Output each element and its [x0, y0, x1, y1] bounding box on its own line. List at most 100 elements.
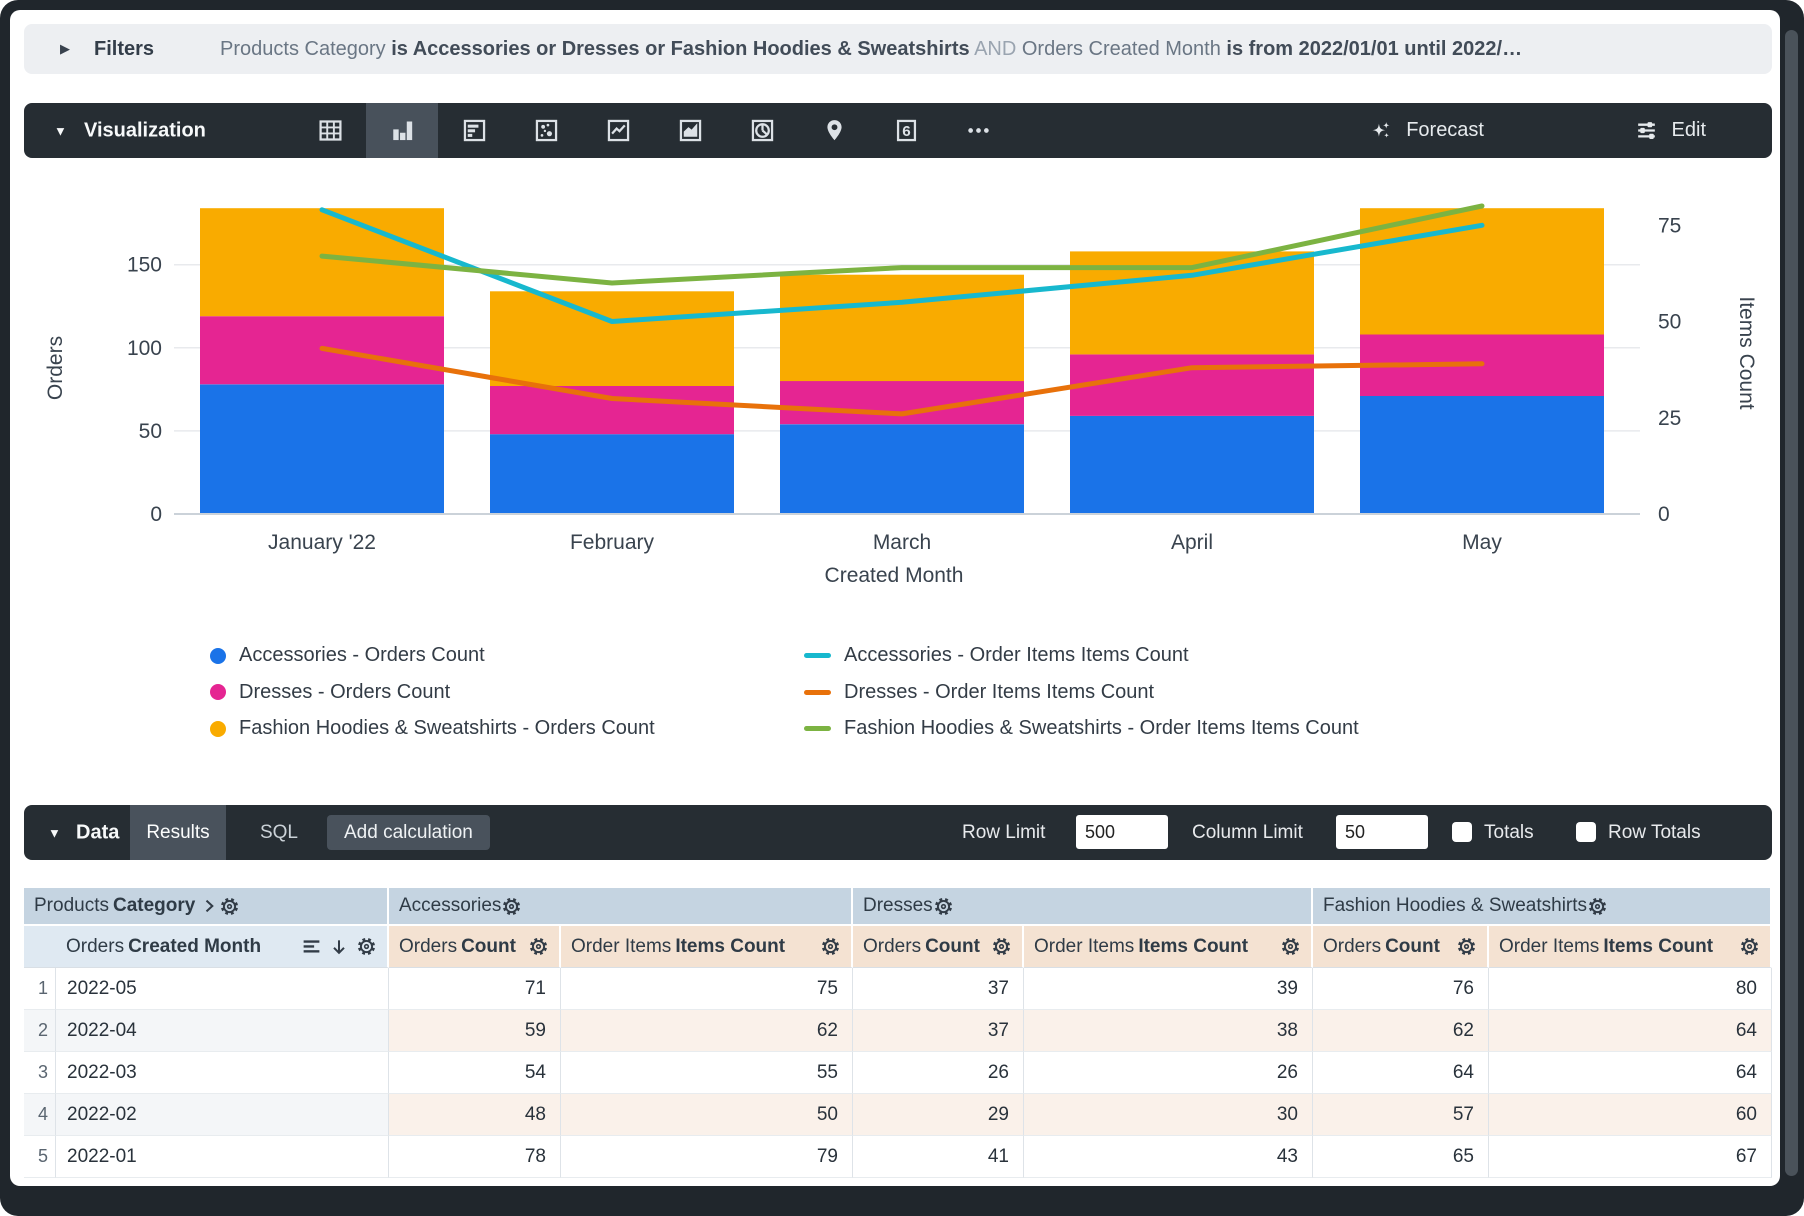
cell-month[interactable]: 2022-01: [56, 1136, 389, 1178]
cell-value[interactable]: 64: [1489, 1010, 1772, 1052]
column-header-label: Orders Count: [399, 935, 516, 957]
column-header-measure[interactable]: Order Items Items Count: [1024, 926, 1313, 968]
column-header-label: Order Items Items Count: [571, 935, 786, 957]
scrollbar-thumb[interactable]: [1785, 30, 1798, 1176]
group-header-label: Dresses: [863, 895, 933, 916]
cell-value[interactable]: 59: [389, 1010, 561, 1052]
combo-chart[interactable]: 0 50 100 150 0 25 50 75 Orders Items Count January…: [24, 168, 1772, 628]
column-header-measure[interactable]: Orders Count: [853, 926, 1024, 968]
viz-type-table-icon[interactable]: [294, 103, 366, 158]
viz-type-single-value-icon[interactable]: 6: [870, 103, 942, 158]
legend-item[interactable]: Dresses - Order Items Items Count: [804, 681, 1154, 704]
cell-month[interactable]: 2022-04: [56, 1010, 389, 1052]
cell-month[interactable]: 2022-02: [56, 1094, 389, 1136]
svg-text:May: May: [1462, 531, 1502, 554]
viz-type-bar-chart-icon[interactable]: [438, 103, 510, 158]
cell-value[interactable]: 37: [853, 1010, 1024, 1052]
tab-sql[interactable]: SQL: [259, 821, 299, 843]
svg-text:January '22: January '22: [268, 531, 376, 554]
cell-value[interactable]: 29: [853, 1094, 1024, 1136]
legend-item[interactable]: Dresses - Orders Count: [210, 681, 450, 704]
cell-value[interactable]: 79: [561, 1136, 853, 1178]
column-header-measure[interactable]: Order Items Items Count: [561, 926, 853, 968]
visualization-collapse-icon[interactable]: ▼: [54, 123, 67, 138]
legend-item[interactable]: Accessories - Order Items Items Count: [804, 644, 1189, 667]
edit-button[interactable]: Edit: [1634, 103, 1706, 158]
cell-value[interactable]: 41: [853, 1136, 1024, 1178]
data-collapse-icon[interactable]: ▼: [48, 825, 61, 840]
cell-value[interactable]: 71: [389, 968, 561, 1010]
legend-item[interactable]: Accessories - Orders Count: [210, 644, 485, 667]
cell-value[interactable]: 80: [1489, 968, 1772, 1010]
cell-value[interactable]: 57: [1313, 1094, 1489, 1136]
group-header[interactable]: Dresses: [853, 888, 1313, 926]
add-calculation-button[interactable]: Add calculation: [327, 815, 490, 850]
gear-icon[interactable]: [528, 936, 549, 957]
group-header[interactable]: Accessories: [389, 888, 853, 926]
gear-icon[interactable]: [1280, 936, 1301, 957]
cell-value[interactable]: 39: [1024, 968, 1313, 1010]
filter-segment: Orders Created Month: [1021, 37, 1227, 60]
gear-icon[interactable]: [991, 936, 1012, 957]
cell-value[interactable]: 65: [1313, 1136, 1489, 1178]
row-totals-checkbox[interactable]: [1576, 822, 1596, 842]
group-header[interactable]: Fashion Hoodies & Sweatshirts: [1313, 888, 1772, 926]
cell-value[interactable]: 62: [561, 1010, 853, 1052]
svg-text:6: 6: [902, 123, 910, 140]
gear-icon[interactable]: [356, 936, 377, 957]
cell-value[interactable]: 43: [1024, 1136, 1313, 1178]
forecast-button[interactable]: Forecast: [1368, 103, 1484, 158]
gear-icon[interactable]: [1456, 936, 1477, 957]
viz-type-scatter-plot-icon[interactable]: [510, 103, 582, 158]
cell-value[interactable]: 48: [389, 1094, 561, 1136]
legend-label: Fashion Hoodies & Sweatshirts - Order It…: [844, 717, 1359, 739]
cell-value[interactable]: 78: [389, 1136, 561, 1178]
cell-value[interactable]: 54: [389, 1052, 561, 1094]
gear-icon[interactable]: [1739, 936, 1760, 957]
viz-type-column-chart-icon[interactable]: [366, 103, 438, 158]
gear-icon[interactable]: [820, 936, 841, 957]
column-limit-input[interactable]: [1336, 815, 1428, 849]
legend-item[interactable]: Fashion Hoodies & Sweatshirts - Order It…: [804, 717, 1359, 740]
sort-desc-icon[interactable]: [329, 937, 349, 957]
cell-value[interactable]: 75: [561, 968, 853, 1010]
cell-value[interactable]: 26: [853, 1052, 1024, 1094]
cell-value[interactable]: 38: [1024, 1010, 1313, 1052]
cell-month[interactable]: 2022-03: [56, 1052, 389, 1094]
legend-dot-marker: [210, 720, 226, 737]
cell-value[interactable]: 62: [1313, 1010, 1489, 1052]
gear-icon[interactable]: [1587, 896, 1608, 917]
filters-bar[interactable]: ▶ Filters Products Category is Accessori…: [24, 24, 1772, 74]
chart-legend: Accessories - Orders Count Dresses - Orde…: [24, 640, 1772, 760]
cell-value[interactable]: 64: [1489, 1052, 1772, 1094]
cell-value[interactable]: 30: [1024, 1094, 1313, 1136]
viz-type-pie-chart-icon[interactable]: [726, 103, 798, 158]
viz-type-more-icon[interactable]: [942, 103, 1014, 158]
gear-icon[interactable]: [933, 896, 954, 917]
gear-icon[interactable]: [219, 896, 240, 917]
subtotal-icon[interactable]: [301, 936, 322, 957]
totals-checkbox[interactable]: [1452, 822, 1472, 842]
legend-item[interactable]: Fashion Hoodies & Sweatshirts - Orders C…: [210, 717, 655, 740]
column-header-measure[interactable]: Orders Count: [389, 926, 561, 968]
viz-type-area-chart-icon[interactable]: [654, 103, 726, 158]
cell-value[interactable]: 64: [1313, 1052, 1489, 1094]
viz-type-map-pin-icon[interactable]: [798, 103, 870, 158]
cell-month[interactable]: 2022-05: [56, 968, 389, 1010]
cell-value[interactable]: 67: [1489, 1136, 1772, 1178]
cell-value[interactable]: 37: [853, 968, 1024, 1010]
row-limit-input[interactable]: [1076, 815, 1168, 849]
column-header-measure[interactable]: Order Items Items Count: [1489, 926, 1772, 968]
group-header[interactable]: Products Category: [24, 888, 389, 926]
cell-value[interactable]: 76: [1313, 968, 1489, 1010]
cell-value[interactable]: 26: [1024, 1052, 1313, 1094]
column-header-dimension[interactable]: Orders Created Month: [24, 926, 389, 968]
filters-expand-icon[interactable]: ▶: [60, 41, 70, 56]
viz-type-line-chart-icon[interactable]: [582, 103, 654, 158]
tab-results[interactable]: Results: [130, 805, 226, 860]
cell-value[interactable]: 50: [561, 1094, 853, 1136]
cell-value[interactable]: 60: [1489, 1094, 1772, 1136]
column-header-measure[interactable]: Orders Count: [1313, 926, 1489, 968]
gear-icon[interactable]: [501, 896, 522, 917]
cell-value[interactable]: 55: [561, 1052, 853, 1094]
